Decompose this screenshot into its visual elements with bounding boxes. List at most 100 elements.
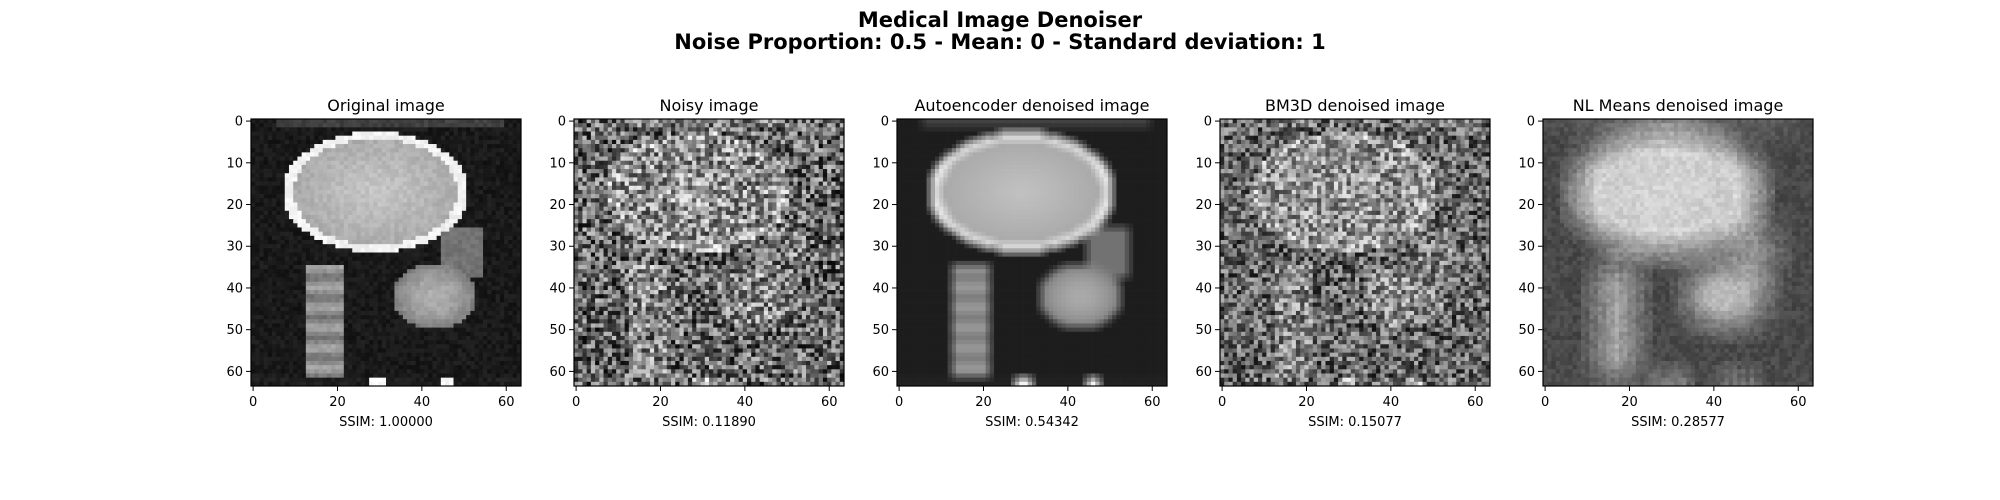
pixel-cell [340,152,345,157]
pixel-cell [458,236,463,241]
pixel-cell [591,152,596,157]
pixel-cell [399,140,404,145]
pixel-cell [441,227,446,232]
pixel-cell [348,315,353,320]
pixel-cell [340,373,345,378]
pixel-cell [487,157,492,162]
pixel-cell [369,344,374,349]
pixel-cell [268,223,273,228]
pixel-cell [500,194,505,199]
pixel-cell [508,198,513,203]
pixel-cell [407,198,412,203]
pixel-cell [394,378,399,383]
pixel-cell [259,161,264,166]
pixel-cell [688,165,693,170]
pixel-cell [369,307,374,312]
pixel-cell [264,248,269,253]
pixel-cell [251,223,256,228]
pixel-cell [281,173,286,178]
pixel-cell [390,319,395,324]
pixel-cell [633,119,638,124]
pixel-cell [306,261,311,266]
pixel-cell [281,365,286,370]
pixel-cell [508,157,513,162]
pixel-cell [378,127,383,132]
pixel-cell [646,132,651,137]
pixel-cell [684,136,689,141]
pixel-cell [335,169,340,174]
pixel-cell [323,123,328,128]
pixel-cell [352,286,357,291]
pixel-cell [340,282,345,287]
pixel-cell [420,265,425,270]
pixel-cell [432,132,437,137]
pixel-cell [496,323,501,328]
pixel-cell [297,257,302,262]
pixel-cell [420,369,425,374]
pixel-cell [259,240,264,245]
pixel-cell [458,286,463,291]
pixel-cell [479,303,484,308]
pixel-cell [382,278,387,283]
pixel-cell [340,298,345,303]
pixel-cell [264,286,269,291]
pixel-cell [504,236,509,241]
pixel-cell [475,119,480,124]
pixel-cell [739,119,744,124]
pixel-cell [335,127,340,132]
pixel-cell [319,319,324,324]
pixel-cell [255,319,260,324]
pixel-cell [479,348,484,353]
pixel-cell [365,157,370,162]
pixel-cell [297,303,302,308]
pixel-cell [302,315,307,320]
pixel-cell [437,348,442,353]
pixel-cell [289,357,294,362]
pixel-cell [378,332,383,337]
pixel-cell [297,140,302,145]
pixel-cell [500,240,505,245]
pixel-cell [764,119,769,124]
pixel-cell [373,344,378,349]
pixel-cell [369,373,374,378]
pixel-cell [462,169,467,174]
pixel-cell [500,273,505,278]
pixel-cell [513,136,518,141]
pixel-cell [513,119,518,124]
pixel-cell [255,202,260,207]
pixel-cell [445,148,450,153]
pixel-cell [654,161,659,166]
pixel-cell [340,127,345,132]
pixel-cell [504,136,509,141]
pixel-cell [454,244,459,249]
pixel-cell [513,357,518,362]
pixel-cell [496,315,501,320]
pixel-cell [251,328,256,333]
pixel-cell [608,148,613,153]
pixel-cell [755,144,760,149]
pixel-cell [335,282,340,287]
pixel-cell [789,144,794,149]
pixel-cell [255,244,260,249]
pixel-cell [675,140,680,145]
pixel-cell [276,294,281,299]
pixel-cell [667,165,672,170]
pixel-cell [272,215,277,220]
pixel-cell [268,294,273,299]
pixel-cell [268,165,273,170]
pixel-cell [378,198,383,203]
pixel-cell [394,261,399,266]
pixel-cell [314,198,319,203]
pixel-cell [428,244,433,249]
pixel-cell [411,294,416,299]
pixel-cell [323,136,328,141]
pixel-cell [616,165,621,170]
pixel-cell [319,261,324,266]
pixel-cell [327,194,332,199]
pixel-cell [255,278,260,283]
pixel-cell [504,332,509,337]
pixel-cell [310,257,315,262]
pixel-cell [513,319,518,324]
pixel-cell [470,232,475,237]
pixel-cell [399,215,404,220]
